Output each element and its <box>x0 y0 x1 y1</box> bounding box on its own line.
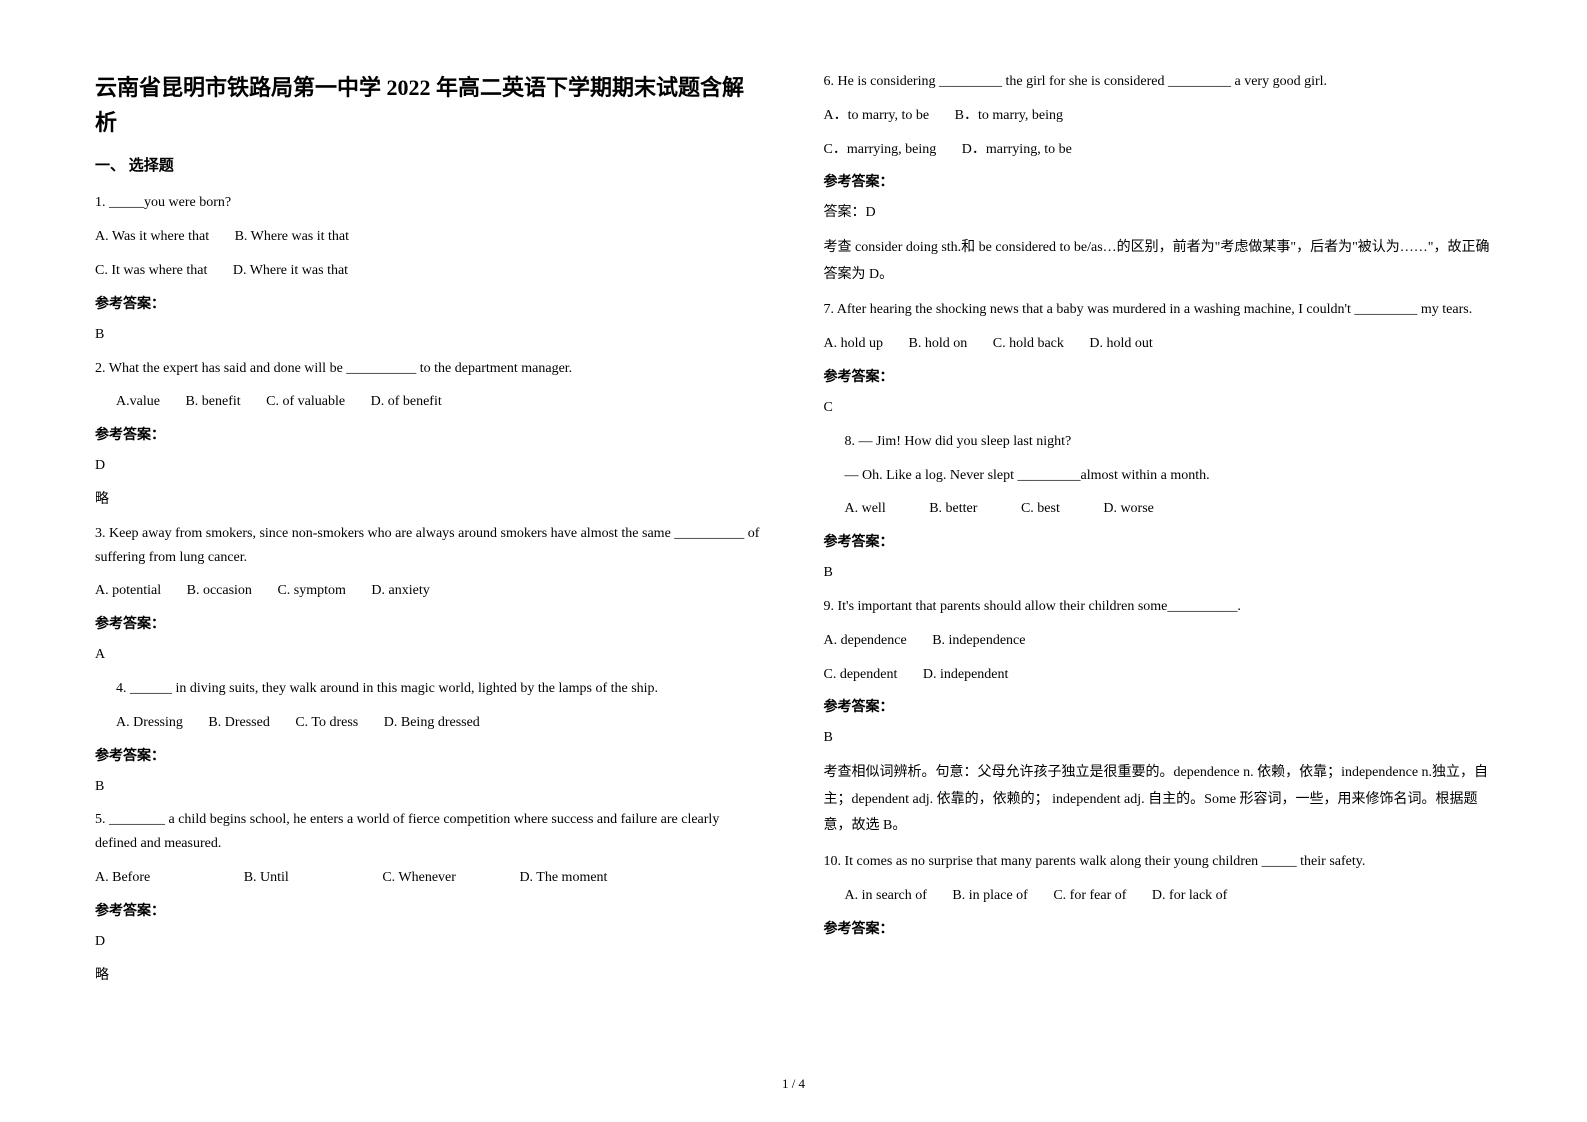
q6-optC: C．marrying, being <box>824 138 937 162</box>
q6-text: 6. He is considering _________ the girl … <box>824 70 1493 94</box>
q7-optD: D. hold out <box>1089 332 1152 356</box>
q9-options-row2: C. dependent D. independent <box>824 663 1493 687</box>
q9-explanation: 考查相似词辨析。句意：父母允许孩子独立是很重要的。dependence n. 依… <box>824 760 1493 840</box>
q2-optA: A.value <box>116 390 160 414</box>
q8-answer: B <box>824 561 1493 585</box>
q3-optD: D. anxiety <box>371 579 429 603</box>
q8-optD: D. worse <box>1103 497 1154 521</box>
q10-answer-label: 参考答案： <box>824 918 1493 938</box>
q5-optD: D. The moment <box>519 866 607 890</box>
q4-optA: A. Dressing <box>116 711 183 735</box>
q6-answer: 答案：D <box>824 201 1493 225</box>
q10-optC: C. for fear of <box>1053 884 1126 908</box>
q4-optD: D. Being dressed <box>384 711 480 735</box>
q5-text: 5. ________ a child begins school, he en… <box>95 808 764 856</box>
q5-optB: B. Until <box>244 866 289 890</box>
q6-answer-label: 参考答案： <box>824 171 1493 191</box>
q9-optB: B. independence <box>932 629 1025 653</box>
q4-options: A. Dressing B. Dressed C. To dress D. Be… <box>95 711 764 735</box>
page-container: 云南省昆明市铁路局第一中学 2022 年高二英语下学期期末试题含解析 一、 选择… <box>95 70 1492 1082</box>
q1-optD: D. Where it was that <box>233 259 348 283</box>
q9-optD: D. independent <box>923 663 1009 687</box>
q9-options-row1: A. dependence B. independence <box>824 629 1493 653</box>
q1-optB: B. Where was it that <box>235 225 349 249</box>
q8-answer-label: 参考答案： <box>824 531 1493 551</box>
q6-options-row1: A．to marry, to be B．to marry, being <box>824 104 1493 128</box>
q2-optB: B. benefit <box>185 390 240 414</box>
q8-optB: B. better <box>929 497 977 521</box>
page-number: 1 / 4 <box>782 1076 805 1092</box>
q8-text2: — Oh. Like a log. Never slept _________a… <box>824 464 1493 488</box>
q2-note: 略 <box>95 488 764 512</box>
q6-optA: A．to marry, to be <box>824 104 930 128</box>
q6-explanation: 考查 consider doing sth.和 be considered to… <box>824 235 1493 288</box>
exam-title: 云南省昆明市铁路局第一中学 2022 年高二英语下学期期末试题含解析 <box>95 70 764 140</box>
q7-answer-label: 参考答案： <box>824 366 1493 386</box>
q7-optA: A. hold up <box>824 332 884 356</box>
q5-note: 略 <box>95 964 764 988</box>
q4-optC: C. To dress <box>295 711 358 735</box>
q1-answer-label: 参考答案： <box>95 293 764 313</box>
q3-text: 3. Keep away from smokers, since non-smo… <box>95 522 764 570</box>
q10-options: A. in search of B. in place of C. for fe… <box>824 884 1493 908</box>
q5-optC: C. Whenever <box>382 866 456 890</box>
q2-text: 2. What the expert has said and done wil… <box>95 357 764 381</box>
q3-answer-label: 参考答案： <box>95 613 764 633</box>
q1-optA: A. Was it where that <box>95 225 209 249</box>
q2-optD: D. of benefit <box>371 390 442 414</box>
q9-answer-label: 参考答案： <box>824 696 1493 716</box>
q2-options: A.value B. benefit C. of valuable D. of … <box>95 390 764 414</box>
q1-options-row1: A. Was it where that B. Where was it tha… <box>95 225 764 249</box>
q1-optC: C. It was where that <box>95 259 207 283</box>
q4-answer-label: 参考答案： <box>95 745 764 765</box>
q4-optB: B. Dressed <box>208 711 269 735</box>
q8-text1: 8. — Jim! How did you sleep last night? <box>824 430 1493 454</box>
q5-optA: A. Before <box>95 866 150 890</box>
q3-optA: A. potential <box>95 579 161 603</box>
q3-optC: C. symptom <box>277 579 345 603</box>
q6-options-row2: C．marrying, being D．marrying, to be <box>824 138 1493 162</box>
left-column: 云南省昆明市铁路局第一中学 2022 年高二英语下学期期末试题含解析 一、 选择… <box>95 70 764 1082</box>
q4-text: 4. ______ in diving suits, they walk aro… <box>95 677 764 701</box>
q8-optC: C. best <box>1021 497 1060 521</box>
q10-optB: B. in place of <box>952 884 1027 908</box>
right-column: 6. He is considering _________ the girl … <box>824 70 1493 1082</box>
q7-text: 7. After hearing the shocking news that … <box>824 298 1493 322</box>
q5-answer: D <box>95 930 764 954</box>
q7-options: A. hold up B. hold on C. hold back D. ho… <box>824 332 1493 356</box>
q10-optD: D. for lack of <box>1152 884 1227 908</box>
q9-answer: B <box>824 726 1493 750</box>
q2-optC: C. of valuable <box>266 390 345 414</box>
q2-answer: D <box>95 454 764 478</box>
q8-options: A. well B. better C. best D. worse <box>824 497 1493 521</box>
q9-optA: A. dependence <box>824 629 907 653</box>
q2-answer-label: 参考答案： <box>95 424 764 444</box>
q1-answer: B <box>95 323 764 347</box>
q8-optA: A. well <box>845 497 886 521</box>
q10-text: 10. It comes as no surprise that many pa… <box>824 850 1493 874</box>
q5-options: A. Before B. Until C. Whenever D. The mo… <box>95 866 764 890</box>
q5-answer-label: 参考答案： <box>95 900 764 920</box>
section-header: 一、 选择题 <box>95 154 764 175</box>
q7-optC: C. hold back <box>993 332 1064 356</box>
q4-answer: B <box>95 775 764 799</box>
q10-optA: A. in search of <box>845 884 927 908</box>
q9-optC: C. dependent <box>824 663 898 687</box>
q7-optB: B. hold on <box>909 332 968 356</box>
q7-answer: C <box>824 396 1493 420</box>
q3-answer: A <box>95 643 764 667</box>
q3-options: A. potential B. occasion C. symptom D. a… <box>95 579 764 603</box>
q9-text: 9. It's important that parents should al… <box>824 595 1493 619</box>
q6-optB: B．to marry, being <box>955 104 1063 128</box>
q1-options-row2: C. It was where that D. Where it was tha… <box>95 259 764 283</box>
q1-text: 1. _____you were born? <box>95 191 764 215</box>
q6-optD: D．marrying, to be <box>962 138 1072 162</box>
q3-optB: B. occasion <box>187 579 252 603</box>
